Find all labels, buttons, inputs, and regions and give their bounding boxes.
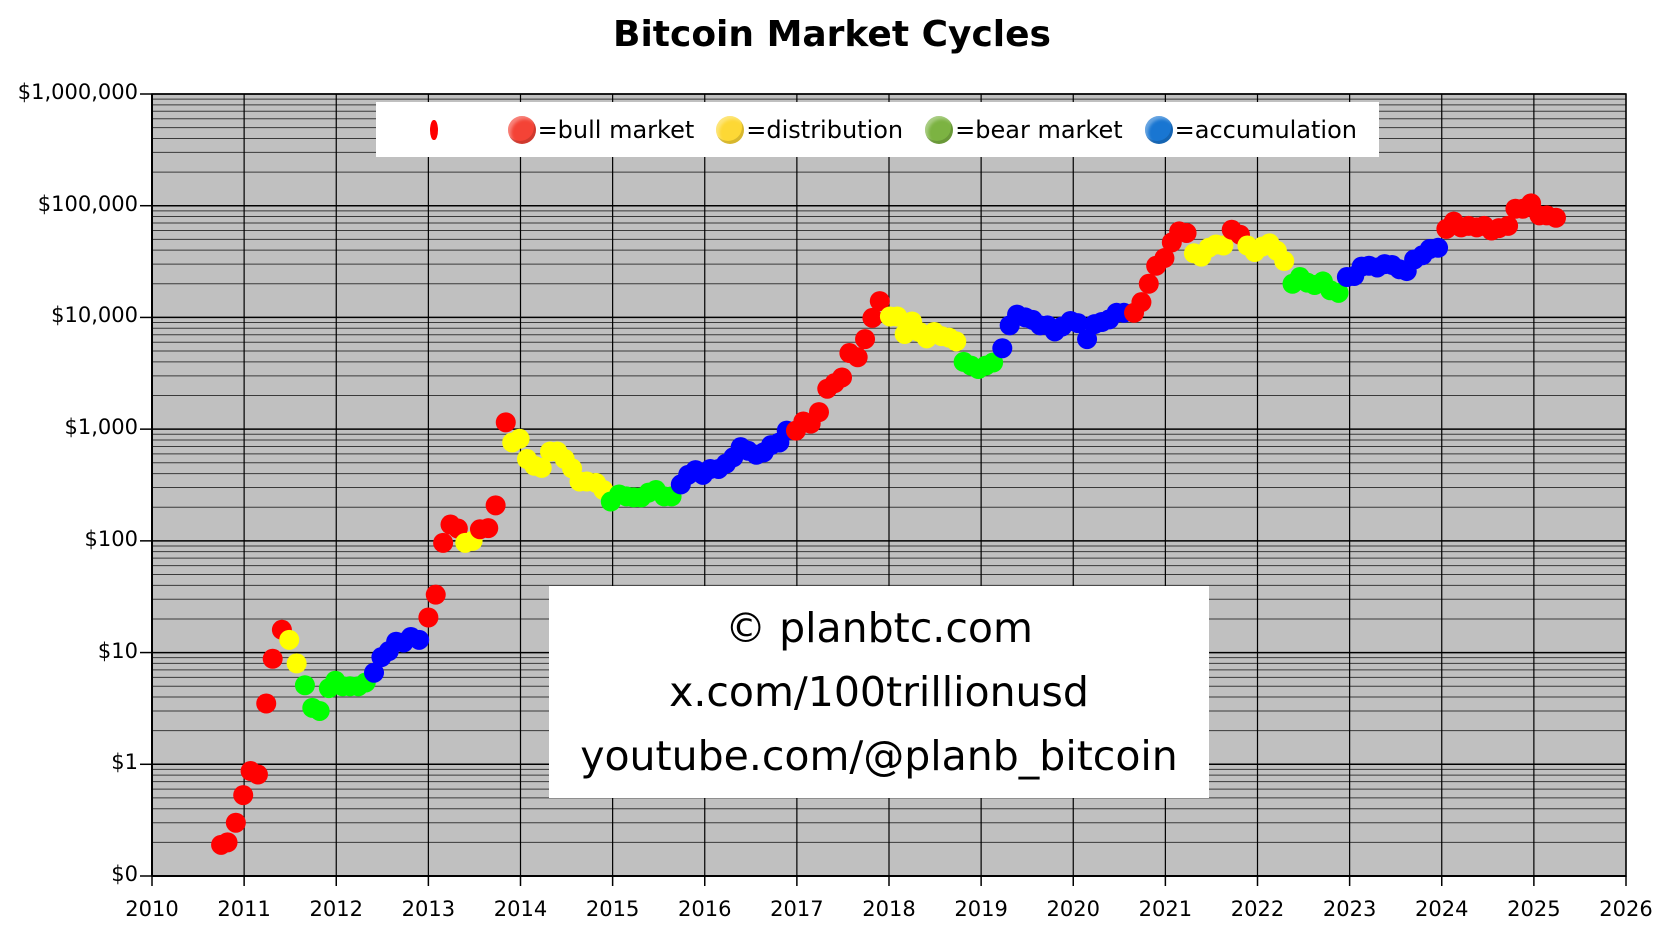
- x-tick-label: 2026: [1599, 897, 1653, 921]
- data-point-bull: [1131, 292, 1152, 313]
- legend-red-dot-icon: [430, 119, 438, 140]
- data-point-distribution: [531, 457, 552, 478]
- legend: =bull market =distribution =bear market …: [376, 102, 1379, 157]
- data-point-accumulation: [364, 662, 385, 683]
- y-tick-label: $1,000,000: [17, 80, 138, 104]
- data-point-bull: [485, 495, 506, 516]
- data-point-accumulation: [1067, 313, 1088, 334]
- x-tick-label: 2014: [493, 897, 548, 921]
- yellow-circle-icon: [716, 115, 745, 144]
- x-tick-label: 2010: [125, 897, 179, 921]
- data-point-bull: [418, 607, 439, 628]
- data-point-bull: [225, 812, 246, 833]
- x-tick-label: 2019: [954, 897, 1008, 921]
- data-point-bull: [847, 347, 868, 368]
- data-point-bull: [1545, 207, 1566, 228]
- axis-ticks: [140, 93, 1627, 886]
- watermark-x-handle: x.com/100trillionusd: [669, 668, 1089, 716]
- y-tick-label: $1: [111, 750, 138, 775]
- watermark-youtube: youtube.com/@planb_bitcoin: [580, 732, 1178, 780]
- data-point-bull: [425, 584, 446, 605]
- legend-label-accumulation: =accumulation: [1174, 115, 1357, 144]
- data-point-bull: [869, 291, 890, 312]
- x-tick-label: 2011: [217, 897, 271, 921]
- watermark-copyright: © planbtc.com: [725, 604, 1033, 652]
- data-point-bull: [1154, 248, 1175, 269]
- data-point-distribution: [286, 653, 307, 674]
- y-tick-label: $100: [84, 526, 138, 551]
- data-point-distribution: [946, 331, 967, 352]
- legend-entry-bear: =bear market: [925, 115, 1123, 144]
- x-tick-label: 2025: [1507, 897, 1561, 921]
- x-tick-label: 2022: [1230, 897, 1285, 921]
- y-tick-label: $100,000: [37, 191, 138, 216]
- legend-entry-distribution: =distribution: [716, 115, 904, 144]
- legend-label-distribution: =distribution: [746, 115, 904, 144]
- data-point-accumulation: [1077, 329, 1098, 350]
- data-point-bull: [217, 832, 238, 853]
- data-point-accumulation: [409, 629, 430, 650]
- legend-entry-bull: =bull market: [507, 115, 695, 144]
- data-point-bear: [294, 675, 315, 696]
- green-circle-icon: [925, 115, 954, 144]
- data-point-distribution: [279, 629, 300, 650]
- y-tick-label: $0: [111, 862, 138, 886]
- x-tick-label: 2024: [1415, 897, 1469, 921]
- data-point-bull: [855, 329, 876, 350]
- data-point-bull: [433, 532, 454, 553]
- data-point-accumulation: [992, 338, 1013, 359]
- x-tick-label: 2023: [1322, 897, 1377, 921]
- red-circle-icon: [507, 115, 536, 144]
- x-tick-label: 2020: [1046, 897, 1100, 921]
- data-point-bear: [309, 700, 330, 721]
- chart-title: Bitcoin Market Cycles: [613, 14, 1051, 55]
- legend-entry-accumulation: =accumulation: [1144, 115, 1357, 144]
- watermark-box: © planbtc.com x.com/100trillionusd youtu…: [549, 586, 1209, 798]
- data-point-bull: [233, 785, 254, 806]
- x-tick-label: 2016: [678, 897, 732, 921]
- blue-circle-icon: [1144, 115, 1173, 144]
- data-point-bull: [478, 518, 499, 539]
- x-tick-label: 2018: [862, 897, 916, 921]
- legend-label-bull: =bull market: [537, 115, 695, 144]
- data-point-distribution: [1274, 250, 1295, 271]
- legend-label-bear: =bear market: [955, 115, 1123, 144]
- x-tick-label: 2017: [770, 897, 824, 921]
- data-point-bull: [247, 764, 268, 785]
- data-point-bull: [1138, 273, 1159, 294]
- x-tick-label: 2021: [1138, 897, 1193, 921]
- y-tick-label: $10: [97, 638, 138, 663]
- data-point-bear: [1328, 282, 1349, 303]
- data-point-bear: [983, 352, 1004, 373]
- data-point-bull: [262, 648, 283, 669]
- data-point-distribution: [1213, 235, 1234, 256]
- x-tick-label: 2015: [585, 897, 640, 921]
- y-tick-label: $1,000: [64, 415, 138, 440]
- data-point-bull: [1176, 222, 1197, 243]
- data-point-bull: [862, 307, 883, 328]
- data-point-bull: [1498, 215, 1519, 236]
- x-tick-label: 2012: [309, 897, 363, 921]
- data-point-bull: [832, 367, 853, 388]
- x-tick-label: 2013: [401, 897, 456, 921]
- data-points: [211, 193, 1566, 855]
- y-tick-label: $10,000: [51, 303, 138, 328]
- data-point-accumulation: [1428, 237, 1449, 258]
- data-point-bull: [256, 693, 277, 714]
- data-point-bull: [808, 402, 829, 423]
- data-point-distribution: [509, 428, 530, 449]
- data-point-bull: [495, 412, 516, 433]
